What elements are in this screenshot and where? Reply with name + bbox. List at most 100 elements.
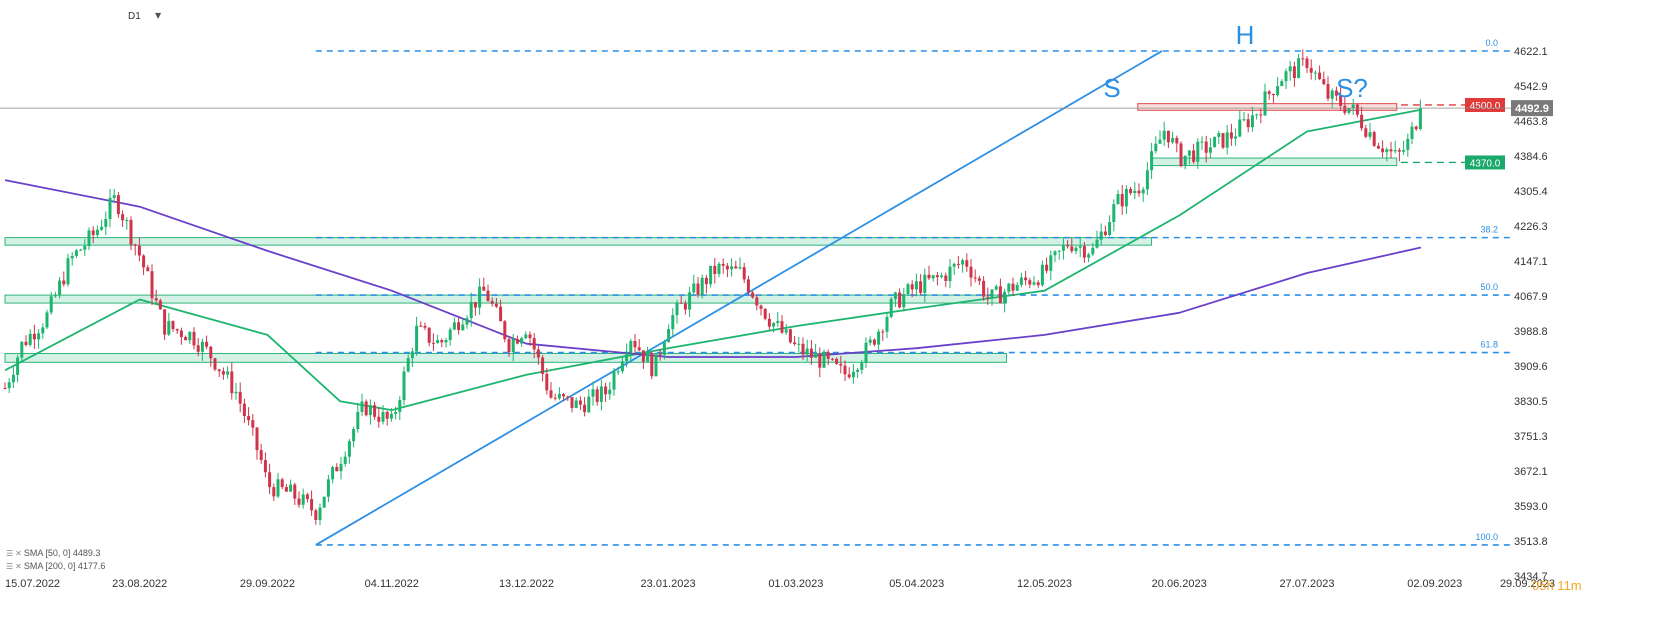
legend-sma50-label: SMA [50, 0] 4489.3 [23,548,101,558]
settings-icon[interactable]: ☰ [6,562,14,571]
chevron-down-icon[interactable]: ▼ [155,11,162,20]
candle-body-193 [814,353,818,358]
candle-body-27 [116,195,120,215]
candle-body-316 [1330,90,1334,99]
candle-body-300 [1263,91,1267,116]
y-tick-label: 3434.7 [1514,571,1548,583]
candle-body-73 [310,499,314,511]
candle-body-188 [793,342,797,345]
candle-body-66 [280,479,284,488]
candle-body-142 [599,386,603,402]
zone-3 [1151,157,1398,167]
candle-body-64 [272,487,276,497]
close-icon[interactable]: ✕ [15,562,22,571]
candle-body-198 [835,358,839,364]
settings-icon[interactable]: ☰ [6,549,14,558]
candle-body-139 [587,396,591,413]
candle-body-92 [389,413,393,419]
candle-body-235 [990,289,994,298]
candle-body-258 [1087,254,1091,258]
fib-label: 0.0 [1485,38,1498,48]
candle-body-88 [373,405,377,417]
candle-body-148 [625,353,629,362]
candle-body-124 [524,334,528,339]
candle-body-213 [898,292,902,308]
candle-body-91 [385,411,389,419]
candle-body-256 [1078,245,1082,248]
x-tick-label: 20.06.2023 [1152,578,1207,590]
candle-body-120 [507,339,511,353]
candle-body-90 [381,411,385,422]
candle-body-335 [1410,126,1414,139]
candle-body-144 [608,389,612,395]
x-axis[interactable]: 15.07.2022 23.08.2022 29.09.2022 04.11.2022… [5,578,1555,590]
candle-body-291 [1225,132,1229,148]
candle-body-183 [772,323,776,327]
candle-body-89 [377,416,381,422]
candle-body-280 [1179,143,1183,166]
candle-body-244 [1028,280,1032,285]
candle-body-17 [74,250,78,256]
candle-body-199 [839,363,843,366]
candle-body-108 [457,322,461,331]
candle-body-42 [179,330,183,338]
candle-body-155 [654,354,658,377]
candle-body-19 [83,245,87,250]
candle-body-210 [885,316,889,332]
candle-body-3 [16,357,20,375]
candle-body-190 [801,343,805,355]
candle-body-114 [482,286,486,291]
candle-body-209 [881,331,885,333]
candle-body-313 [1318,72,1322,80]
y-tick-label: 4622.1 [1514,46,1548,58]
candle-body-107 [452,322,456,330]
y-tick-label: 3513.8 [1514,536,1548,548]
fibonacci-layer: 0.0 38.2 50.0 61.8 100.0 [315,38,1510,546]
legend-sma50[interactable]: ☰ ✕ SMA [50, 0] 4489.3 [6,548,100,558]
candle-body-216 [910,284,914,290]
candle-body-290 [1221,133,1225,148]
candle-body-23 [100,226,104,230]
candle-body-239 [1007,283,1011,292]
candle-body-329 [1385,149,1389,153]
candle-body-94 [398,400,402,412]
trendline-layer[interactable] [315,50,1163,546]
candle-body-307 [1292,66,1296,79]
candle-body-276 [1162,130,1166,140]
candle-body-35 [150,271,154,299]
candle-body-294 [1238,119,1242,137]
candle-body-71 [301,494,305,505]
candle-body-21 [91,230,95,236]
last-price-badge[interactable] [1511,100,1553,117]
candle-body-278 [1171,137,1175,143]
x-tick-label: 13.12.2022 [499,578,554,590]
candle-body-138 [583,404,587,413]
legend-sma200[interactable]: ☰ ✕ SMA [200, 0] 4177.6 [6,561,105,571]
candle-body-105 [444,340,448,343]
candle-body-103 [436,340,440,344]
candle-body-166 [700,277,704,295]
candle-body-182 [767,318,771,327]
candle-body-265 [1116,194,1120,205]
candle-body-46 [196,345,200,352]
timeframe-selector[interactable]: D1 [128,11,141,22]
candle-body-321 [1351,104,1355,109]
candle-body-134 [566,396,570,398]
candle-body-95 [402,371,406,401]
candle-body-80 [339,463,343,472]
candle-body-314 [1322,79,1326,85]
candle-body-267 [1124,188,1128,207]
candle-body-119 [503,321,507,340]
trendline[interactable] [315,50,1163,546]
close-icon[interactable]: ✕ [15,549,22,558]
candle-body-320 [1347,108,1351,113]
candle-body-33 [142,255,146,268]
y-axis[interactable]: 4622.1 4542.9 4463.8 4384.6 4305.4 4226.3 4147… [1514,46,1548,583]
candle-body-232 [977,278,981,281]
candle-body-72 [305,494,309,500]
last-price-label: 4492.9 [1515,103,1549,115]
candle-body-132 [557,394,561,399]
candle-body-246 [1036,282,1040,286]
